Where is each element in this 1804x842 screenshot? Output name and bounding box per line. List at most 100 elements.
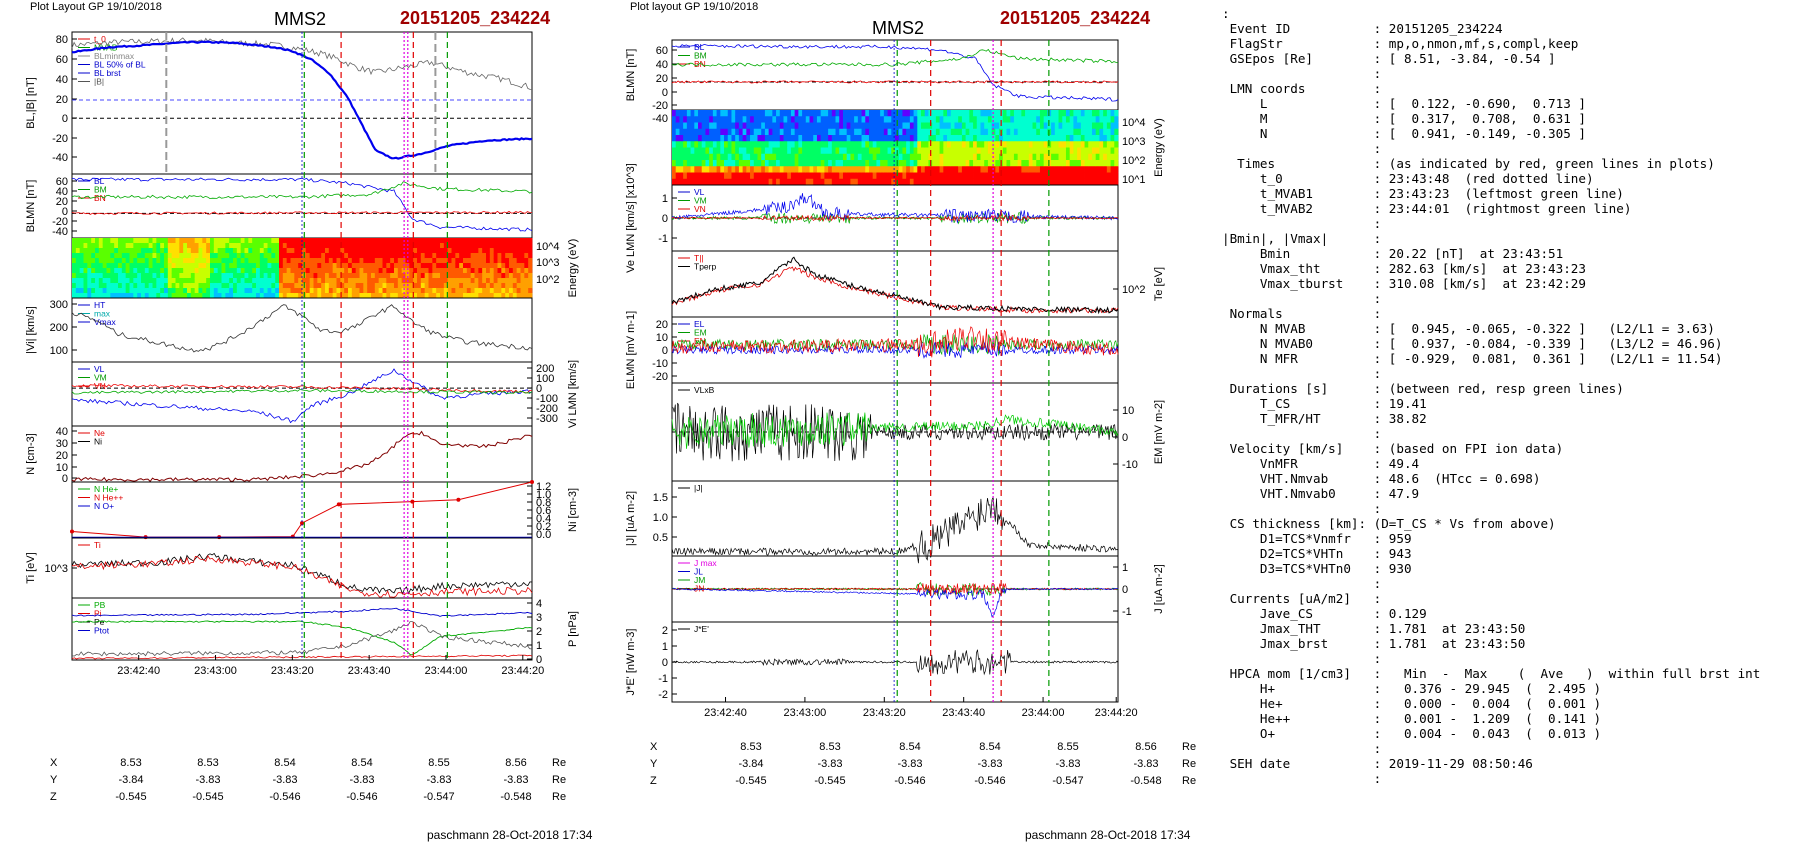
spectrogram-cell	[1058, 128, 1063, 136]
spectrogram-cell	[463, 273, 468, 279]
he-pp-point	[456, 497, 461, 502]
spectrogram-cell	[802, 178, 807, 186]
spectrogram-cell	[463, 278, 468, 284]
spectrogram-cell	[225, 243, 230, 249]
spectrogram-cell	[520, 258, 525, 264]
spectrogram-cell	[1051, 160, 1056, 167]
spectrogram-cell	[401, 253, 406, 259]
spectrogram-cell	[961, 160, 967, 167]
spectrogram-cell	[861, 178, 866, 186]
spectrogram-cell	[252, 248, 257, 254]
spectrogram-cell	[102, 268, 107, 274]
spectrogram-cell	[156, 258, 161, 264]
spectrogram-cell	[976, 160, 981, 167]
spectrogram-cell	[413, 238, 418, 244]
spectrogram-cell	[344, 238, 349, 244]
spectrogram-cell	[961, 153, 967, 161]
spectrogram-cell	[768, 172, 773, 180]
spectrogram-cell	[106, 293, 111, 299]
spectrogram-cell	[336, 273, 341, 279]
spectrogram-cell	[286, 248, 291, 254]
spectrogram-cell	[820, 147, 825, 155]
spectrogram-cell	[1036, 110, 1041, 117]
spectrogram-cell	[213, 278, 219, 284]
spectrogram-cell	[991, 116, 996, 123]
spectrogram-cell	[932, 160, 937, 167]
spectrogram-cell	[397, 278, 403, 284]
spectrogram-cell	[110, 283, 115, 289]
spectrogram-cell	[328, 243, 334, 249]
spectrogram-cell	[1062, 116, 1067, 123]
spectrogram-cell	[824, 116, 829, 123]
position-value: -3.83	[1055, 758, 1081, 770]
spectrogram-cell	[286, 288, 291, 294]
legend-item: Ni	[94, 437, 102, 447]
y-axis-label: P [nPa]	[567, 611, 579, 647]
spectrogram-cell	[783, 147, 788, 155]
spectrogram-cell	[489, 278, 495, 284]
spectrogram-cell	[328, 278, 334, 284]
spectrogram-cell	[683, 147, 688, 155]
spectrogram-cell	[98, 253, 104, 259]
spectrogram-cell	[872, 128, 877, 136]
spectrogram-cell	[865, 178, 870, 186]
spectrogram-cell	[987, 110, 993, 117]
y-tick-label: 10	[56, 462, 68, 474]
spectrogram-cell	[943, 160, 948, 167]
spectrogram-cell	[121, 263, 127, 269]
spectrogram-cell	[489, 293, 495, 299]
spectrogram-cell	[887, 153, 892, 161]
spectrogram-cell	[371, 268, 376, 274]
spectrogram-cell	[857, 147, 862, 155]
spectrogram-cell	[355, 278, 360, 284]
spectrogram-cell	[279, 283, 284, 289]
spectrogram-cell	[976, 116, 981, 123]
spectrogram-cell	[947, 147, 952, 155]
spectrogram-cell	[753, 160, 758, 167]
spectrogram-cell	[271, 283, 276, 289]
spectrogram-cell	[731, 153, 736, 161]
spectrogram-cell	[317, 273, 322, 279]
spectrogram-cell	[290, 283, 295, 289]
spectrogram-cell	[79, 288, 84, 294]
spectrogram-cell	[735, 110, 740, 117]
position-row-label: Z	[650, 775, 657, 787]
spectrogram-cell	[965, 153, 970, 161]
spectrogram-cell	[779, 147, 784, 155]
spectrogram-cell	[271, 248, 276, 254]
y-tick-label: 2	[662, 625, 668, 637]
spectrogram-cell	[738, 147, 744, 155]
spectrogram-cell	[317, 283, 322, 289]
spectrogram-cell	[839, 116, 844, 123]
spectrogram-cell	[939, 135, 944, 142]
spectrogram-cell	[463, 293, 468, 299]
spectrogram-cell	[497, 293, 502, 299]
spectrogram-cell	[524, 238, 529, 244]
spectrogram-cell	[144, 288, 150, 294]
spectrogram-cell	[976, 128, 981, 136]
spectrogram-cell	[175, 258, 180, 264]
spectrogram-cell	[413, 278, 418, 284]
spectrogram-cell	[79, 268, 84, 274]
spectrogram-cell	[698, 110, 703, 117]
spectrogram-cell	[917, 147, 922, 155]
spectrogram-cell	[512, 263, 518, 269]
y-tick-label: 200	[536, 363, 554, 375]
spectrogram-cell	[171, 253, 176, 259]
spectrogram-cell	[340, 283, 345, 289]
spectrogram-cell	[1084, 160, 1089, 167]
spectrogram-cell	[302, 248, 307, 254]
spectrogram-cell	[750, 110, 755, 117]
spectrogram-cell	[106, 278, 111, 284]
spectrogram-cell	[244, 288, 249, 294]
y-tick-label: 0.6	[536, 505, 551, 517]
spectrogram-cell	[328, 263, 334, 269]
spectrogram-cell	[675, 141, 680, 148]
spectrogram-cell	[1036, 122, 1041, 130]
spectrogram-cell	[298, 253, 303, 259]
spectrogram-cell	[1099, 160, 1104, 167]
spectrogram-cell	[125, 288, 130, 294]
spectrogram-cell	[378, 243, 383, 249]
spectrogram-cell	[906, 110, 911, 117]
spectrogram-cell	[672, 172, 677, 180]
